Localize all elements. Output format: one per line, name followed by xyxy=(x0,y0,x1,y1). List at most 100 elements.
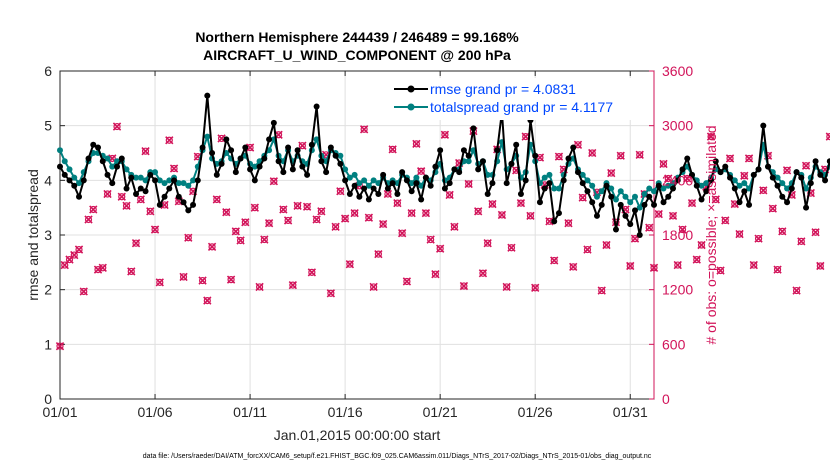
rmse-point xyxy=(755,166,762,173)
obs-possible-point xyxy=(336,187,344,195)
rmse-point xyxy=(384,185,391,192)
obs-assimilated-point xyxy=(93,265,103,274)
totalspread-point xyxy=(137,174,144,181)
totalspread-point xyxy=(123,166,130,173)
rmse-point xyxy=(437,147,444,154)
obs-assimilated-point xyxy=(711,195,720,204)
data-file-footer: data file: /Users/raeder/DAI/ATM_forcXX/… xyxy=(143,453,652,460)
rmse-point xyxy=(446,180,453,187)
rmse-point xyxy=(114,163,121,170)
rmse-point xyxy=(689,171,696,178)
rmse-point xyxy=(232,169,239,176)
rmse-point xyxy=(803,204,810,211)
obs-assimilated-point xyxy=(445,190,454,200)
rmse-point xyxy=(584,188,591,195)
obs-assimilated-point xyxy=(212,195,221,204)
obs-possible-point xyxy=(431,270,440,278)
obs-assimilated-point xyxy=(165,136,174,145)
rmse-point xyxy=(484,191,491,197)
obs-assimilated-point xyxy=(626,261,635,271)
obs-possible-point xyxy=(379,220,387,228)
rmse-point xyxy=(256,163,263,170)
totalspread-point xyxy=(660,185,667,192)
obs-possible-point xyxy=(797,237,805,245)
rmse-point xyxy=(375,191,382,197)
obs-possible-point xyxy=(89,205,97,214)
rmse-point xyxy=(817,171,824,178)
obs-assimilated-point xyxy=(364,213,374,222)
obs-assimilated-point xyxy=(668,211,678,221)
obs-possible-point xyxy=(498,211,506,219)
rmse-point xyxy=(774,182,781,189)
x-tick-label: 01/11 xyxy=(233,404,267,420)
obs-possible-point xyxy=(360,125,368,133)
rmse-point xyxy=(517,191,524,197)
obs-possible-point xyxy=(740,172,748,180)
y-axis-label-right: # of obs: o=possible; ×=assimilated xyxy=(703,125,719,344)
obs-possible-point xyxy=(284,216,292,225)
totalspread-point xyxy=(598,188,605,195)
obs-possible-point xyxy=(393,199,401,207)
obs-assimilated-point xyxy=(678,225,687,234)
obs-possible-point xyxy=(408,209,416,217)
obs-possible-point xyxy=(213,195,221,204)
rmse-point xyxy=(522,177,529,184)
obs-possible-point xyxy=(370,283,378,291)
obs-possible-point xyxy=(260,235,268,244)
rmse-point xyxy=(171,177,178,184)
obs-assimilated-point xyxy=(692,255,701,264)
obs-assimilated-point xyxy=(526,211,535,221)
obs-possible-point xyxy=(127,267,135,276)
x-tick-label: 01/01 xyxy=(42,404,77,420)
totalspread-point xyxy=(370,177,377,184)
obs-assimilated-point xyxy=(331,222,340,231)
rmse-point xyxy=(698,196,705,203)
totalspread-point xyxy=(779,180,786,187)
rmse-point xyxy=(513,141,520,148)
rmse-point xyxy=(722,163,729,170)
rmse-point xyxy=(247,166,254,173)
obs-possible-point xyxy=(503,283,511,291)
totalspread-point xyxy=(465,158,472,165)
obs-assimilated-point xyxy=(241,218,250,227)
rmse-point xyxy=(218,160,225,167)
obs-assimilated-point xyxy=(569,262,578,272)
totalspread-point xyxy=(555,185,562,192)
obs-possible-point xyxy=(773,266,782,274)
totalspread-point xyxy=(342,166,349,173)
obs-assimilated-point xyxy=(431,270,440,279)
obs-possible-point xyxy=(674,261,682,269)
rmse-point xyxy=(109,180,116,187)
obs-assimilated-point xyxy=(283,216,293,225)
obs-assimilated-point xyxy=(136,195,145,204)
obs-assimilated-point xyxy=(98,263,107,272)
obs-possible-point xyxy=(146,207,154,215)
obs-assimilated-point xyxy=(350,208,359,218)
rmse-point xyxy=(612,226,619,233)
rmse-point xyxy=(432,163,439,170)
obs-assimilated-point xyxy=(744,154,754,163)
obs-assimilated-point xyxy=(122,201,131,211)
obs-possible-point xyxy=(113,122,121,131)
y-right-tick-label: 600 xyxy=(662,336,686,352)
obs-assimilated-point xyxy=(407,208,416,218)
rmse-point xyxy=(508,160,515,167)
totalspread-point xyxy=(142,177,149,184)
obs-possible-point xyxy=(792,286,801,295)
obs-possible-point xyxy=(208,243,216,251)
rmse-point xyxy=(166,185,173,192)
obs-assimilated-point xyxy=(768,204,777,213)
obs-possible-point xyxy=(550,256,558,265)
obs-possible-point xyxy=(65,256,74,264)
obs-assimilated-point xyxy=(307,268,317,277)
grid-lines xyxy=(59,70,654,400)
totalspread-point xyxy=(204,133,211,140)
obs-possible-point xyxy=(99,264,107,272)
totalspread-point xyxy=(71,174,78,181)
rmse-point xyxy=(822,177,829,184)
rmse-point xyxy=(294,147,301,154)
rmse-point xyxy=(684,155,691,162)
obs-assimilated-point xyxy=(250,203,259,212)
obs-possible-point xyxy=(317,207,325,215)
obs-possible-point xyxy=(236,236,245,245)
